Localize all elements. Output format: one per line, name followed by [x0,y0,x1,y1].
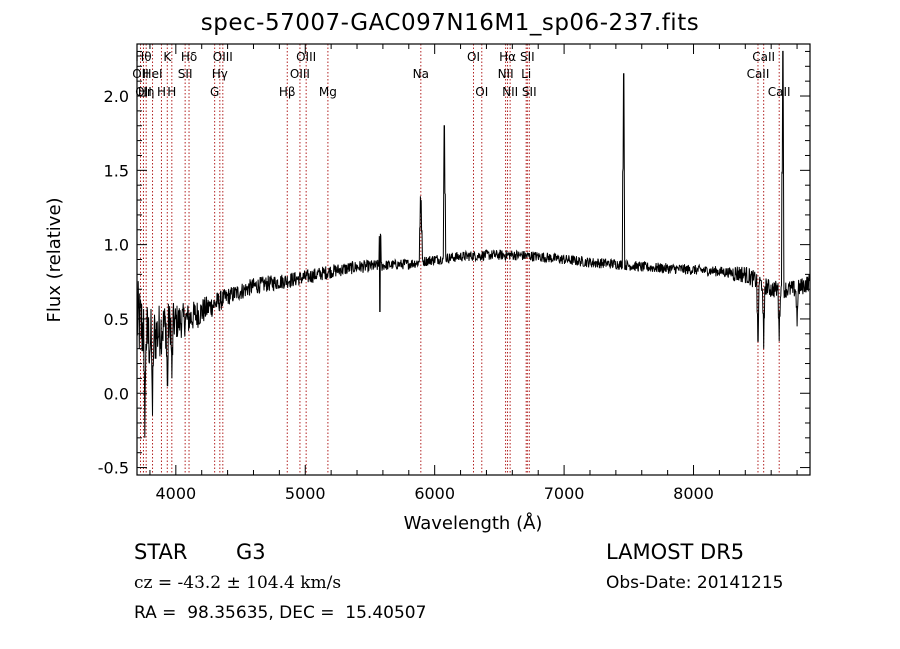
line-label: H [167,85,176,99]
x-tick-label: 5000 [285,484,326,503]
line-label: OII [132,67,149,81]
y-tick-label: 1.5 [104,161,129,180]
y-tick-label: 0.0 [104,384,129,403]
y-axis-label: Flux (relative) [44,197,65,322]
line-label: Hθ [135,50,151,64]
axes: 4000 5000 6000 7000 8000 -0.5 0.0 0.5 1.0 1.5 2.0 [98,44,810,503]
line-label: Na [413,67,429,81]
line-label: Li [521,67,531,81]
line-label: G [210,85,219,99]
object-subclass: G3 [236,540,266,564]
line-label: K [163,50,172,64]
spectrum-line [137,50,810,438]
x-tick-label: 8000 [673,484,714,503]
line-label: OIII [290,67,310,81]
y-tick-label: 1.0 [104,236,129,255]
line-label: H [157,85,166,99]
line-label: Hβ [279,85,296,99]
line-label: OII [135,85,152,99]
line-label: SII [520,50,535,64]
line-label: Hη [138,85,155,99]
line-label: NII [502,85,518,99]
line-label: Mg [319,85,337,99]
line-label: SII [178,67,193,81]
coordinates: RA = 98.35635, DEC = 15.40507 [134,603,427,623]
line-label: Hα [499,50,516,64]
y-tick-label: -0.5 [98,459,129,478]
line-label: CaII [768,85,791,99]
line-label: OI [467,50,480,64]
x-axis-label: Wavelength (Å) [404,512,543,534]
line-label: HeI [143,67,163,81]
x-tick-label: 6000 [414,484,455,503]
x-tick-label: 4000 [155,484,196,503]
line-label: Hδ [181,50,197,64]
x-tick-label: 7000 [544,484,585,503]
line-label: NII [498,67,514,81]
observation-date: Obs-Date: 20141215 [606,573,784,593]
survey-name: LAMOST DR5 [606,540,745,564]
line-label: SII [522,85,537,99]
line-label: OIII [213,50,233,64]
redshift-velocity: cz = -43.2 ± 104.4 km/s [134,573,342,593]
y-tick-label: 2.0 [104,87,129,106]
line-labels: HθOIIOIIHηHeIHKHSIIHδGHγOIIIHβOIIIOIIIMg… [132,50,790,99]
object-class: STAR [134,540,188,564]
y-tick-label: 0.5 [104,310,129,329]
line-label: CaII [747,67,770,81]
line-label: Hγ [212,67,228,81]
chart-title: spec-57007-GAC097N16M1_sp06-237.fits [200,10,700,36]
line-label: OIII [296,50,316,64]
line-label: CaII [752,50,775,64]
line-label: OI [475,85,488,99]
